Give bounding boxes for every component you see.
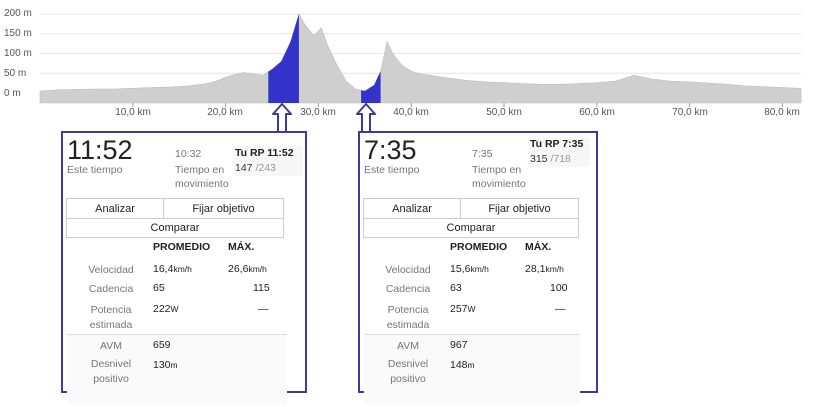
elevation-gain-unit: m [467, 360, 475, 370]
action-buttons: Analizar Fijar objetivo [363, 198, 579, 219]
avm-label: AVM [397, 340, 419, 352]
speed-avg: 15,6km/h [450, 263, 489, 275]
divider [67, 334, 287, 335]
elevation-area [39, 13, 802, 104]
segment-time: 7:35 [364, 135, 417, 165]
x-tick-label: 10,0 km [115, 107, 151, 118]
elevation-gain-unit: m [170, 360, 178, 370]
segment-2-arrow-icon [356, 103, 376, 133]
speed-max-value: 28,1 [525, 263, 546, 275]
speed-avg-value: 16,4 [153, 263, 174, 275]
moving-time-label: Tiempo en movimiento [175, 164, 229, 190]
max-column-header: MÁX. [525, 241, 552, 253]
analyze-button[interactable]: Analizar [364, 199, 460, 218]
cadence-max: 100 [550, 282, 568, 294]
power-avg: 222W [153, 303, 179, 315]
moving-time-value: 7:35 [472, 148, 493, 160]
speed-max: 28,1km/h [525, 263, 564, 275]
segment-time: 11:52 [67, 135, 133, 165]
x-tick-label: 50,0 km [486, 107, 522, 118]
analyze-button[interactable]: Analizar [67, 199, 163, 218]
personal-record-title: Tu RP 11:52 [235, 147, 294, 159]
elevation-gain-label: Desnivel positivo [90, 358, 132, 385]
secondary-stats-background [67, 335, 287, 405]
avm-value: 967 [450, 339, 468, 351]
y-tick-label: 150 m [4, 28, 32, 39]
rank-total: /243 [255, 162, 276, 174]
moving-time-value: 10:32 [175, 148, 202, 160]
power-max: — [258, 303, 269, 315]
compare-button[interactable]: Comparar [363, 219, 579, 238]
personal-record-box: Tu RP 11:52 147 /243 [233, 146, 303, 176]
personal-record-box: Tu RP 7:35 315 /718 [528, 137, 590, 167]
y-tick-label: 0 m [4, 88, 21, 99]
elevation-gain: 148m [450, 359, 475, 371]
moving-time-label: Tiempo en movimiento [472, 164, 526, 190]
y-tick-label: 50 m [4, 68, 27, 79]
avm-value: 659 [153, 339, 171, 351]
segment-card-2: 7:35 Este tiempo 7:35 Tiempo en movimien… [358, 131, 598, 405]
elevation-profile-svg[interactable] [0, 0, 823, 125]
leaderboard-rank[interactable]: 147 /243 [235, 161, 301, 176]
cadence-label: Cadencia [385, 283, 431, 295]
rank-value: 315 [530, 153, 548, 165]
speed-avg-unit: km/h [470, 264, 489, 274]
set-goal-button[interactable]: Fijar objetivo [163, 199, 283, 218]
elevation-gain-value: 148 [450, 359, 468, 371]
personal-record-title: Tu RP 7:35 [530, 138, 584, 150]
highlighted-segment-1 [268, 14, 299, 103]
this-time-label: Este tiempo [67, 164, 123, 176]
cadence-avg: 65 [153, 282, 165, 294]
x-tick-label: 20,0 km [207, 107, 243, 118]
cadence-avg: 63 [450, 282, 462, 294]
power-avg-unit: W [467, 304, 476, 314]
speed-max-value: 26,6 [228, 263, 249, 275]
speed-max-unit: km/h [545, 264, 564, 274]
cadence-max: 115 [253, 282, 270, 294]
power-avg: 257W [450, 303, 476, 315]
x-tick-label: 70,0 km [672, 107, 708, 118]
power-max: — [555, 303, 566, 315]
compare-button[interactable]: Comparar [66, 219, 284, 238]
x-tick-label: 60,0 km [579, 107, 615, 118]
speed-label: Velocidad [88, 264, 134, 276]
elevation-chart[interactable]: 200 m 150 m 100 m 50 m 0 m 10,0 km 20,0 … [0, 0, 823, 125]
power-avg-value: 257 [450, 303, 468, 315]
elevation-gain-value: 130 [153, 359, 171, 371]
leaderboard-rank[interactable]: 315 /718 [530, 152, 588, 167]
avm-label: AVM [100, 340, 122, 352]
avg-column-header: PROMEDIO [450, 241, 508, 253]
power-label: Potencia estimada [386, 304, 430, 331]
x-tick-label: 30,0 km [300, 107, 336, 118]
speed-label: Velocidad [385, 264, 431, 276]
rank-total: /718 [550, 153, 571, 165]
speed-avg-value: 15,6 [450, 263, 471, 275]
max-column-header: MÁX. [228, 241, 255, 253]
y-tick-label: 100 m [4, 48, 32, 59]
speed-avg: 16,4km/h [153, 263, 192, 275]
power-avg-value: 222 [153, 303, 171, 315]
action-buttons: Analizar Fijar objetivo [66, 198, 284, 219]
rank-value: 147 [235, 162, 253, 174]
speed-avg-unit: km/h [173, 264, 192, 274]
segment-card-1: 11:52 Este tiempo 10:32 Tiempo en movimi… [61, 131, 307, 405]
this-time-label: Este tiempo [364, 164, 420, 176]
secondary-stats-background [364, 335, 580, 405]
elevation-gain-label: Desnivel positivo [387, 358, 429, 385]
divider [364, 334, 580, 335]
elevation-gain: 130m [153, 359, 178, 371]
speed-max: 26,6km/h [228, 263, 267, 275]
power-label: Potencia estimada [89, 304, 133, 331]
x-tick-label: 80,0 km [764, 107, 800, 118]
segment-1-arrow-icon [272, 103, 292, 133]
highlighted-segment-2 [361, 71, 381, 103]
avg-column-header: PROMEDIO [153, 241, 211, 253]
x-tick-label: 40,0 km [393, 107, 429, 118]
cadence-label: Cadencia [88, 283, 134, 295]
y-tick-label: 200 m [4, 8, 32, 19]
set-goal-button[interactable]: Fijar objetivo [460, 199, 578, 218]
power-avg-unit: W [170, 304, 179, 314]
speed-max-unit: km/h [248, 264, 267, 274]
